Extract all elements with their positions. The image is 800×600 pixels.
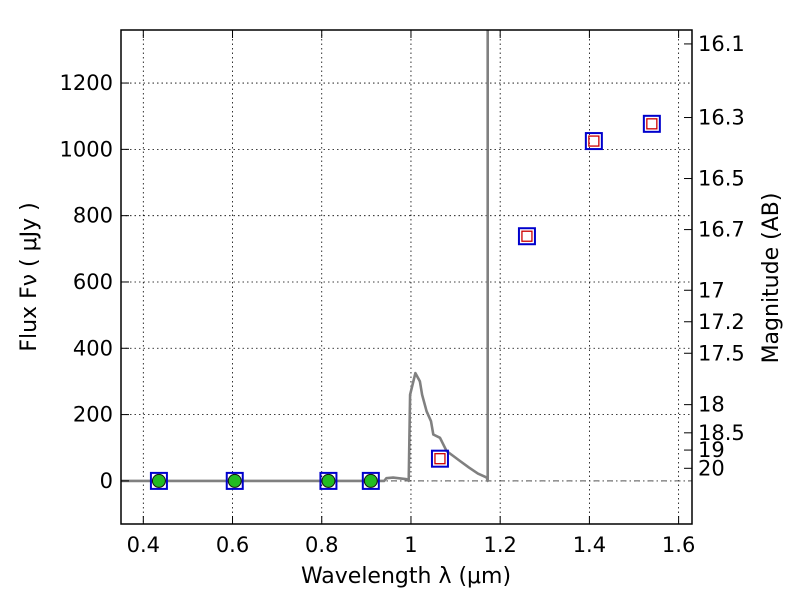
- grid-lines: [121, 30, 692, 524]
- right-tick-label: 17.2: [698, 310, 745, 334]
- y-tick-label: 1200: [60, 71, 113, 95]
- model-spectrum-line: [121, 30, 490, 483]
- right-tick-label: 17: [698, 278, 725, 302]
- right-tick-label: 18: [698, 393, 725, 417]
- upper-band-flux-marker: [588, 135, 600, 147]
- y-axis-title: Flux Fν ( μJy ): [17, 202, 42, 351]
- y-axis-ticks: 0 200 400 600 800 1000 1200: [60, 71, 129, 493]
- data-series: [121, 30, 661, 490]
- observed-flux-point: [151, 473, 166, 488]
- observed-flux-point: [321, 473, 336, 488]
- upper-band-flux-marker: [434, 453, 446, 465]
- upper-band-flux-marker: [521, 230, 533, 242]
- model-flux-marker: [430, 449, 449, 468]
- upper-band-flux-marker: [646, 118, 658, 130]
- x-tick-label: 0.8: [305, 533, 338, 557]
- plot-frame: [120, 29, 693, 525]
- y-tick-label: 800: [73, 204, 113, 228]
- right-tick-label: 16.5: [698, 167, 745, 191]
- y-tick-label: 200: [73, 403, 113, 427]
- right-tick-label: 20: [698, 456, 725, 480]
- model-flux-marker: [642, 114, 661, 133]
- model-flux-marker: [225, 471, 244, 490]
- model-flux-marker: [319, 471, 338, 490]
- x-axis-ticks: 0.4 0.6 0.8 1 1.2 1.4 1.6: [127, 30, 695, 557]
- observed-flux-point: [227, 473, 242, 488]
- x-tick-label: 1: [404, 533, 417, 557]
- x-tick-label: 0.6: [216, 533, 249, 557]
- right-tick-label: 18.5: [698, 421, 745, 445]
- model-flux-marker: [584, 132, 603, 151]
- model-flux-marker: [361, 471, 380, 490]
- model-flux-marker: [149, 471, 168, 490]
- y-tick-label: 1000: [60, 137, 113, 161]
- right-tick-label: 17.5: [698, 341, 745, 365]
- right-tick-label: 16.1: [698, 32, 745, 56]
- y-tick-label: 600: [73, 270, 113, 294]
- model-flux-marker: [517, 227, 536, 246]
- right-tick-label: 19: [698, 438, 725, 462]
- right-tick-label: 16.7: [698, 218, 745, 242]
- x-tick-label: 1.2: [483, 533, 516, 557]
- y-tick-label: 0: [100, 469, 113, 493]
- x-tick-label: 0.4: [127, 533, 160, 557]
- right-tick-label: 16.3: [698, 106, 745, 130]
- x-tick-label: 1.4: [573, 533, 606, 557]
- y-tick-label: 400: [73, 336, 113, 360]
- right-axis-title: Magnitude (AB): [759, 193, 784, 364]
- x-axis-title: Wavelength λ (μm): [301, 564, 511, 589]
- x-tick-label: 1.6: [662, 533, 695, 557]
- observed-flux-point: [363, 473, 378, 488]
